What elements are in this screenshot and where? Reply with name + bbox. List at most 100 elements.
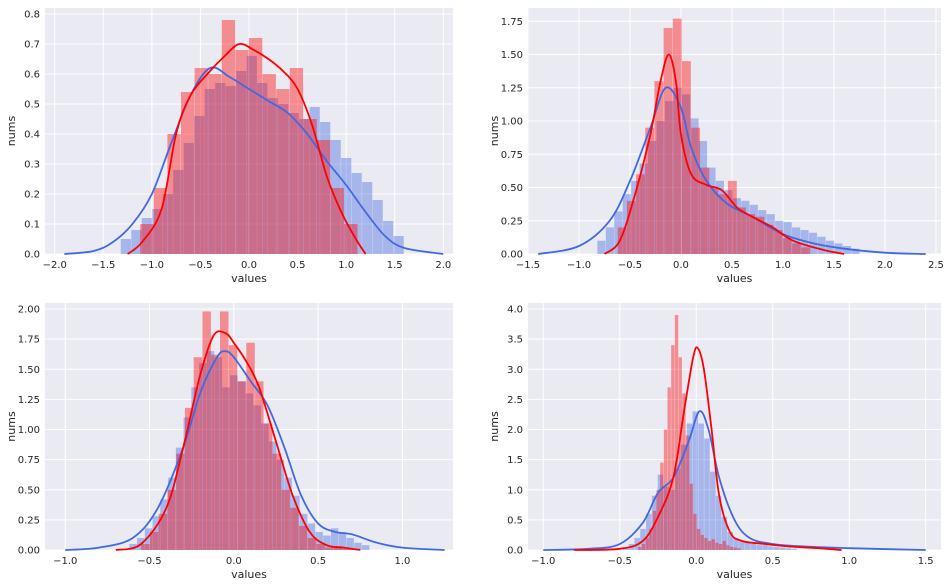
y-tick-label: 0.5: [507, 515, 523, 526]
histogram-bar: [152, 516, 161, 550]
histogram-bar: [222, 387, 230, 550]
histogram-bar: [766, 214, 775, 254]
histogram-bar: [733, 547, 737, 550]
histogram-bar: [131, 230, 142, 254]
histogram-bar: [685, 435, 690, 550]
y-tick-label: 0.25: [18, 515, 40, 526]
histogram-bar: [614, 211, 623, 254]
histogram-bar: [851, 248, 860, 254]
histogram-bar: [732, 198, 741, 254]
histogram-bar: [299, 513, 308, 550]
panel-bottom-right: 0.0 0.5 1.0 1.5 2.0 2.5 3.0 3.5 4.0 −1.0 −0.5 0.0 0.…: [488, 303, 941, 581]
histogram-bar: [641, 543, 646, 550]
y-tick-label: 1.50: [501, 50, 523, 61]
histogram-bar: [733, 537, 739, 550]
histogram-bar: [762, 545, 768, 550]
x-tick-label: −2.0: [43, 260, 67, 271]
histogram-bar: [709, 187, 719, 254]
plot-area: [528, 303, 941, 550]
x-tick-label: 0.5: [724, 260, 740, 271]
histogram-bar: [689, 483, 693, 550]
y-tick-label: 1.50: [18, 365, 40, 376]
histogram-bar: [718, 194, 728, 254]
histogram-bar: [236, 71, 247, 254]
histogram-bar: [773, 546, 780, 550]
histogram-bar: [317, 140, 331, 254]
histogram-bar: [303, 119, 317, 254]
y-tick-label: 3.5: [507, 335, 523, 346]
histogram-bar: [191, 387, 199, 550]
x-tick-label: −0.5: [137, 556, 161, 567]
histogram-bar: [690, 118, 699, 254]
histogram-bar: [727, 531, 733, 550]
histogram-bar: [645, 537, 649, 550]
histogram-bar: [741, 200, 750, 254]
y-tick-label: 0.5: [24, 100, 40, 111]
histogram-bar: [707, 167, 716, 254]
kde-line-blue: [65, 350, 445, 551]
histogram-bar: [323, 535, 331, 550]
histogram-bar: [696, 528, 701, 550]
histogram-bar: [724, 190, 733, 254]
histogram-bar: [691, 127, 701, 254]
histogram-bar: [792, 227, 801, 254]
histogram-bar: [342, 548, 352, 550]
histogram-bar: [194, 116, 205, 254]
histogram-bar: [144, 528, 153, 550]
histogram-bar: [698, 140, 708, 254]
histogram-bar: [383, 221, 394, 254]
histogram-bar: [718, 543, 723, 550]
histogram-bar: [782, 238, 792, 254]
histogram-bar: [290, 507, 299, 550]
histogram-bar: [341, 158, 352, 254]
x-tick-label: 2.5: [928, 260, 944, 271]
histogram-bar: [715, 180, 725, 254]
histogram-bar: [729, 546, 734, 550]
histogram-bar: [654, 81, 664, 254]
x-tick-label: 1.0: [841, 556, 857, 567]
kde-line-red: [115, 330, 361, 551]
histogram-bar: [307, 523, 316, 550]
series-red: [141, 311, 360, 550]
histogram-bar: [214, 357, 223, 550]
histogram-bar: [681, 94, 691, 254]
histogram-bar: [320, 122, 331, 254]
histogram-bar: [737, 548, 741, 550]
histogram-bar: [228, 345, 238, 550]
panel-top-left: 0.0 0.1 0.2 0.3 0.4 0.5 0.6 0.7 0.8 −2.0 −1.5 −1.0 −…: [5, 8, 453, 285]
y-tick-label: 0.8: [24, 10, 40, 21]
histogram-bar: [230, 375, 238, 550]
histogram-bar: [640, 528, 646, 550]
histogram-bar: [673, 87, 682, 254]
histogram-bar: [330, 140, 341, 254]
histogram-bar: [669, 489, 675, 550]
histogram-bar: [674, 315, 679, 550]
x-tick-label: −1.0: [53, 556, 77, 567]
y-tick-label: 2.5: [507, 395, 523, 406]
histogram-bar: [160, 499, 168, 550]
histogram-bar: [284, 477, 292, 550]
y-axis-label: nums: [5, 116, 18, 147]
series-red: [638, 315, 741, 550]
histogram-bar: [663, 429, 668, 550]
histogram-bar: [693, 513, 697, 550]
y-tick-label: 0.4: [24, 130, 40, 141]
histogram-bar: [268, 441, 277, 550]
x-tick-label: −1.0: [567, 260, 591, 271]
histogram-bar: [656, 489, 660, 550]
histogram-bar: [120, 239, 131, 254]
y-tick-label: 0.50: [18, 485, 40, 496]
x-tick-label: 0.5: [310, 556, 326, 567]
x-tick-label: −0.5: [618, 260, 642, 271]
x-tick-label: −1.0: [140, 260, 164, 271]
y-tick-label: 0.50: [501, 183, 523, 194]
histogram-bar: [129, 543, 137, 550]
histogram-bar: [597, 240, 606, 254]
histogram-bar: [749, 204, 758, 254]
x-tick-label: 2.0: [877, 260, 893, 271]
histogram-bar: [764, 224, 774, 254]
histogram-bar: [645, 127, 655, 254]
histogram-bar: [652, 510, 657, 550]
histogram-bar: [663, 486, 670, 550]
histogram-bar: [605, 227, 614, 254]
